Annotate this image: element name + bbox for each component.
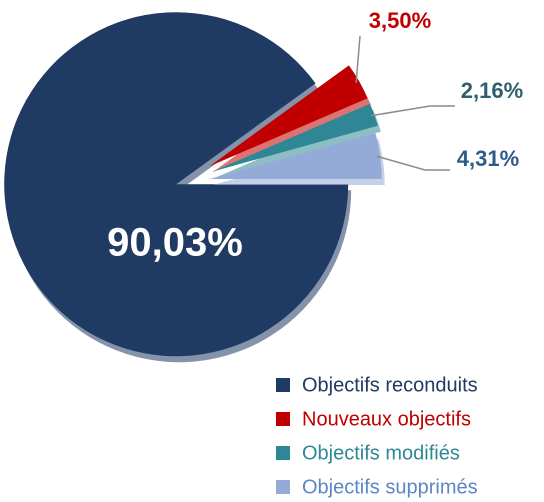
pie-slice bbox=[209, 132, 382, 179]
value-label: 3,50% bbox=[369, 8, 431, 33]
legend-text: Objectifs supprimés bbox=[302, 476, 478, 498]
leader-line bbox=[376, 155, 450, 171]
leader-line bbox=[370, 105, 455, 117]
leader-line bbox=[355, 35, 361, 84]
legend-text: Objectifs reconduits bbox=[302, 374, 478, 396]
value-label: 90,03% bbox=[107, 221, 243, 265]
value-label: 4,31% bbox=[457, 146, 519, 171]
legend-swatch bbox=[276, 378, 290, 392]
pie-slice bbox=[212, 103, 378, 172]
legend-swatch bbox=[276, 412, 290, 426]
pie-slice bbox=[4, 12, 349, 357]
legend-text: Nouveaux objectifs bbox=[302, 408, 471, 430]
legend-swatch bbox=[276, 446, 290, 460]
legend-swatch bbox=[276, 480, 290, 494]
value-label: 2,16% bbox=[461, 78, 523, 103]
pie-slice bbox=[209, 65, 368, 167]
legend-text: Objectifs modifiés bbox=[302, 442, 460, 464]
